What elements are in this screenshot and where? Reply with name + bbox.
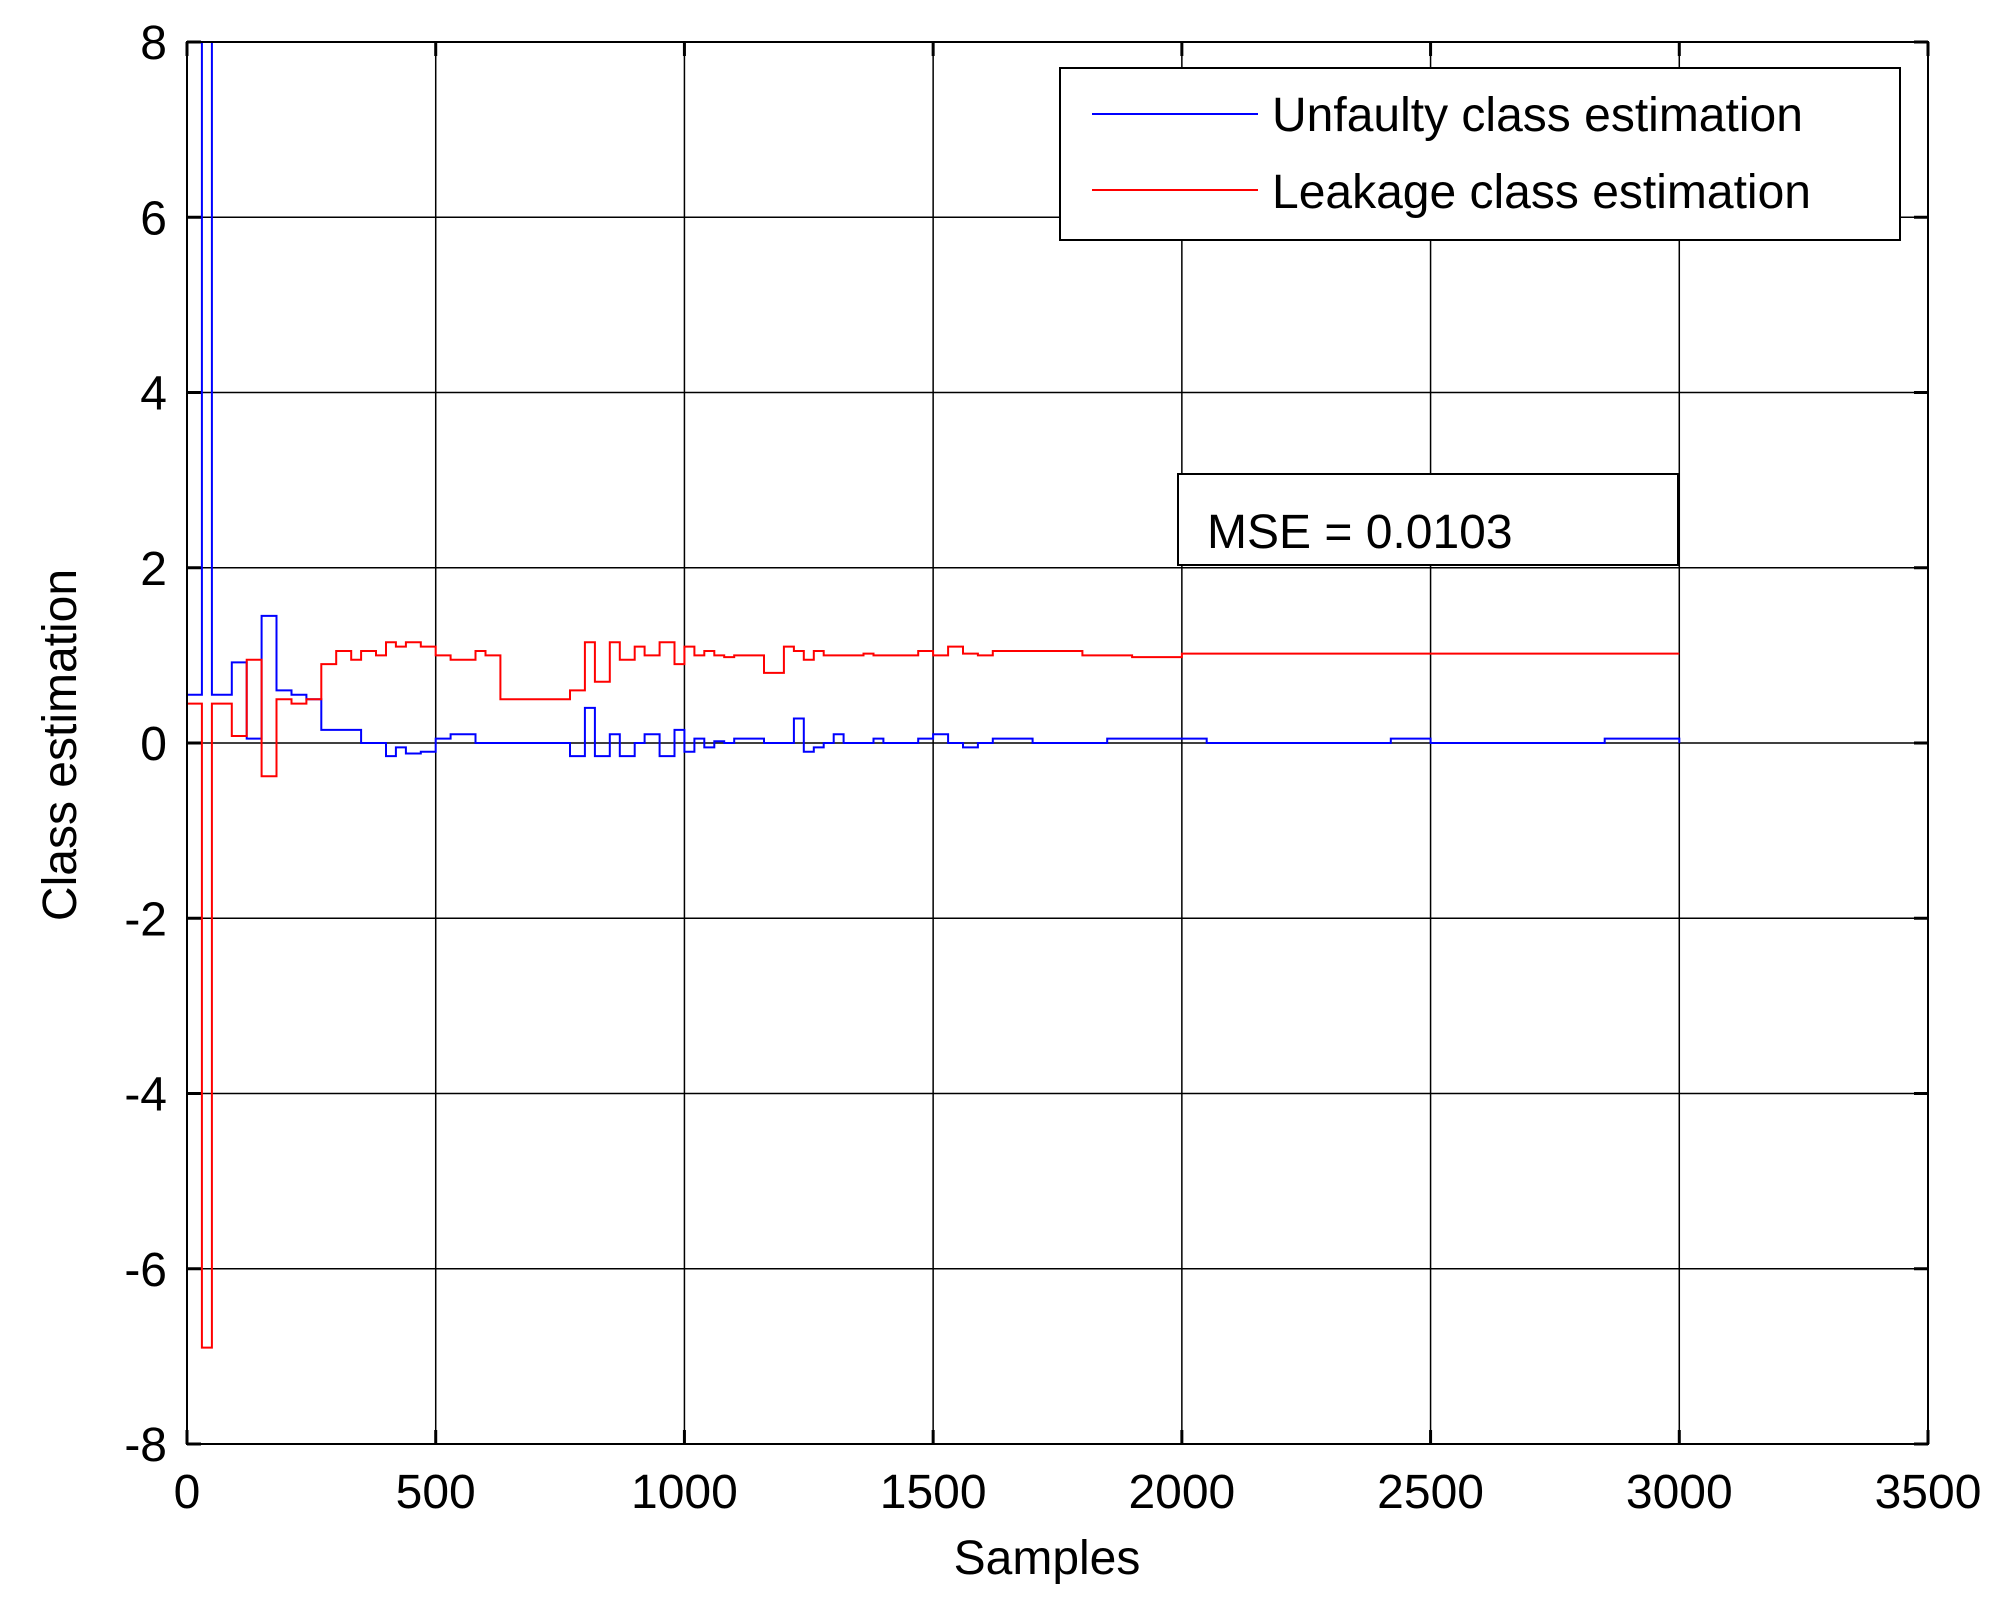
mse-annotation: MSE = 0.0103 xyxy=(1177,473,1679,566)
mse-annotation-text: MSE = 0.0103 xyxy=(1207,506,1513,559)
legend-label-unfaulty: Unfaulty class estimation xyxy=(1272,89,1803,142)
x-tick-labels: 0 500 1000 1500 2000 2500 3000 3500 xyxy=(174,1466,1982,1519)
mse-annotation-box xyxy=(1177,473,1679,566)
legend-label-leakage: Leakage class estimation xyxy=(1272,166,1811,219)
x-tick-label: 1500 xyxy=(880,1466,987,1519)
y-tick-label: -6 xyxy=(124,1244,167,1297)
y-axis-label: Class estimation xyxy=(34,569,87,921)
series-line-leakage xyxy=(187,641,1680,1349)
y-tick-label: -2 xyxy=(124,893,167,946)
y-tick-label: -8 xyxy=(124,1419,167,1472)
y-tick-label: -4 xyxy=(124,1069,167,1122)
x-tick-label: 500 xyxy=(396,1466,476,1519)
y-tick-label: 8 xyxy=(140,17,167,70)
x-tick-label: 2000 xyxy=(1128,1466,1235,1519)
x-tick-label: 0 xyxy=(174,1466,201,1519)
x-tick-label: 3000 xyxy=(1626,1466,1733,1519)
legend: Unfaulty class estimation Leakage class … xyxy=(1059,67,1901,241)
y-tick-label: 4 xyxy=(140,368,167,421)
y-tick-label: 6 xyxy=(140,192,167,245)
x-tick-label: 3500 xyxy=(1875,1466,1982,1519)
y-tick-label: 0 xyxy=(140,718,167,771)
y-tick-labels: -8 -6 -4 -2 0 2 4 6 8 xyxy=(124,17,167,1472)
x-tick-label: 1000 xyxy=(631,1466,738,1519)
series-layer xyxy=(187,41,1681,1349)
legend-box xyxy=(1059,67,1901,241)
y-tick-label: 2 xyxy=(140,543,167,596)
x-tick-label: 2500 xyxy=(1377,1466,1484,1519)
plot-area-frame xyxy=(186,41,1929,1445)
series-line-unfaulty xyxy=(187,41,1681,758)
x-axis-label: Samples xyxy=(954,1532,1141,1585)
